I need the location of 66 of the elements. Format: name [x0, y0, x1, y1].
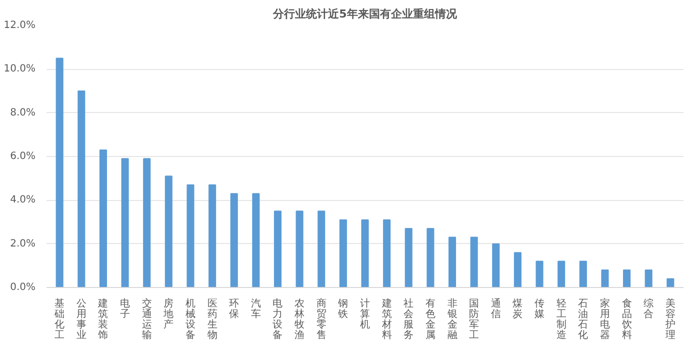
x-tick-label: 商贸零售: [316, 298, 326, 341]
bar: [644, 270, 652, 288]
x-tick-label: 计算机: [360, 298, 370, 330]
bar: [143, 158, 151, 288]
x-tick-label: 通信: [490, 298, 501, 320]
y-tick-label: 12.0%: [4, 20, 36, 31]
x-tick-label: 医药生物: [207, 298, 218, 341]
x-tick-label: 美容护理: [664, 298, 676, 341]
bar: [56, 58, 64, 288]
x-tick-label: 石油石化: [578, 298, 588, 341]
x-tick-label: 非银金融: [446, 298, 458, 341]
bar: [514, 252, 522, 288]
bar: [121, 158, 129, 288]
bar: [339, 219, 347, 288]
bar: [208, 184, 216, 288]
x-tick-label: 轻工制造: [556, 298, 566, 341]
bar: [623, 270, 631, 288]
bar: [536, 260, 544, 288]
x-tick-label: 钢铁: [337, 298, 348, 320]
x-tick-label: 交通运输: [142, 298, 152, 341]
x-tick-label: 机械设备: [185, 298, 196, 341]
x-tick-label: 电力设备: [272, 298, 283, 341]
x-tick-label: 基础化工: [54, 298, 65, 341]
bar: [230, 193, 238, 288]
bar: [470, 236, 478, 288]
x-tick-label: 传媒: [534, 298, 545, 320]
bar: [78, 90, 86, 288]
bar: [164, 176, 172, 288]
x-tick-label: 煤炭: [512, 298, 523, 320]
x-tick-label: 社会服务: [404, 298, 414, 341]
x-tick-label: 家用电器: [600, 298, 610, 341]
chart-title: 分行业统计近5年来国有企业重组情况: [272, 8, 458, 20]
y-tick-label: 4.0%: [10, 194, 36, 206]
bar: [666, 278, 674, 288]
bar: [99, 149, 107, 288]
x-tick-label: 环保: [229, 298, 240, 320]
bar: [296, 210, 304, 288]
y-tick-label: 0.0%: [10, 282, 36, 293]
x-tick-label: 公用事业: [76, 298, 86, 341]
bar: [579, 260, 587, 288]
x-tick-label: 电子: [120, 298, 130, 320]
bar: [318, 210, 326, 288]
x-tick-label: 建筑材料: [380, 298, 392, 341]
bar: [274, 210, 282, 288]
bar: [404, 228, 412, 288]
x-tick-label: 综合: [644, 298, 654, 320]
bar: [383, 219, 391, 288]
bar: [426, 228, 434, 288]
x-tick-label: 汽车: [250, 298, 261, 320]
bar: [252, 193, 260, 288]
x-tick-label: 有色金属: [425, 298, 436, 341]
x-tick-label: 房地产: [162, 298, 174, 330]
x-tick-label: 食品饮料: [620, 298, 632, 341]
y-tick-label: 10.0%: [4, 64, 36, 75]
x-tick-label: 建筑装饰: [97, 298, 108, 341]
bar: [361, 219, 369, 288]
bar: [448, 236, 456, 288]
bar: [601, 270, 609, 288]
x-tick-label: 农林牧渔: [294, 298, 305, 341]
y-tick-label: 2.0%: [10, 238, 36, 250]
bar: [186, 184, 194, 288]
y-tick-label: 6.0%: [10, 151, 36, 162]
bar: [558, 260, 566, 288]
bar: [492, 243, 500, 288]
x-tick-label: 国防军工: [469, 298, 480, 341]
y-tick-label: 8.0%: [10, 107, 36, 118]
